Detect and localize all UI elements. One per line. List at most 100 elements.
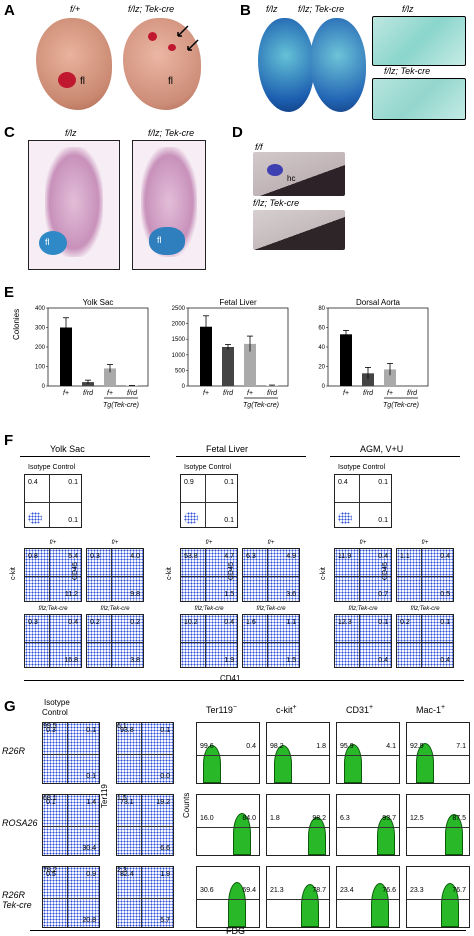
y-tick-label: 0 — [322, 384, 326, 390]
plot-label: f/lz;Tek-cre — [100, 606, 130, 612]
gate-line — [337, 755, 399, 756]
section-right: fl — [132, 140, 206, 270]
flow-plot-fplus: 0.3 4.0 9.8 f/+ — [86, 540, 144, 602]
flow-plot-ftek: 1.6 1.1 1.5 f/lz;Tek-cre — [242, 606, 300, 668]
fdg-histogram: 1.8 98.2 — [266, 794, 330, 856]
gate-line — [110, 549, 112, 601]
isotype-label: Isotype Control — [184, 464, 232, 471]
plot-label: f/+ — [111, 540, 119, 546]
quadrant-value: 1.1 — [400, 553, 410, 560]
gate-line — [181, 502, 237, 504]
panel-b-left-label: f/lz — [266, 4, 278, 14]
gate-line — [48, 615, 50, 667]
panel-label-d: D — [232, 124, 243, 141]
quadrant-value: 53.8 — [184, 553, 198, 560]
plot-label: f/lz;Tek-cre — [256, 606, 286, 612]
flow-plot-ftek: 10.2 0.4 1.9 f/lz;Tek-cre — [180, 606, 238, 668]
gate-line — [243, 576, 299, 578]
plot-label: f/lz;Tek-cre — [194, 606, 224, 612]
histogram-peak — [370, 883, 389, 927]
quadrant-value: 0.2 — [90, 619, 100, 626]
quadrant-value: 11.2 — [64, 591, 78, 598]
panel-label-e: E — [4, 284, 15, 301]
histogram-header-sup: + — [441, 704, 446, 711]
quadrant-value: 0.1 — [224, 517, 234, 524]
fdg-histogram: 92.9 7.1 — [406, 722, 470, 784]
quadrant-value: 1.9 — [160, 871, 170, 878]
quadrant-value: 1.9 — [224, 657, 234, 664]
fdg-histogram: 21.3 78.7 — [266, 866, 330, 928]
fdg-axis-label: FDG — [226, 926, 245, 936]
embryo-right-xgal — [310, 18, 366, 112]
histogram-peak — [227, 881, 246, 927]
quadrant-value: 1.6 — [246, 619, 256, 626]
iso-scatter: 0.3 0.1 99.5 0.1 — [42, 722, 100, 784]
quadrant-value: 10.2 — [184, 619, 198, 626]
quadrant-value: 73.1 — [120, 799, 134, 806]
y-tick-label: 400 — [35, 306, 46, 312]
x-tick-label: f/rd — [267, 390, 278, 397]
panel-label-f: F — [4, 432, 14, 449]
fdg-histogram: 16.0 84.0 — [196, 794, 260, 856]
histogram-header-sup: − — [232, 704, 237, 711]
x-tick-label: f+ — [203, 390, 209, 397]
quadrant-value: 6.6 — [160, 845, 170, 852]
histogram-header: Mac-1+ — [416, 704, 446, 715]
quadrant-value: 68.1 — [43, 795, 57, 802]
x-tick-label: f+ — [63, 390, 69, 397]
fdg-histogram: 12.5 87.5 — [406, 794, 470, 856]
hist-right-value: 0.4 — [246, 743, 256, 750]
y-tick-label: 500 — [175, 368, 186, 374]
quadrant-value: 0.4 — [378, 553, 388, 560]
plot-label: f/+ — [421, 540, 429, 546]
quadrant-value: 0.1 — [68, 517, 78, 524]
gate-line — [266, 549, 268, 601]
embryo-left-xgal — [258, 18, 314, 112]
y-tick-label: 20 — [318, 365, 325, 371]
fdg-histogram: 23.3 76.7 — [406, 866, 470, 928]
isotype-label: Isotype Control — [338, 464, 386, 471]
cell-cluster — [28, 512, 42, 524]
gate-line — [140, 795, 142, 855]
y-axis-label: CD45 — [228, 562, 235, 580]
isotype-plot: 0.4 0.1 0.1 — [24, 474, 82, 528]
histogram-peak — [308, 816, 327, 855]
gate-line — [358, 475, 360, 527]
gate-line — [43, 898, 99, 900]
quadrant-value: 0.1 — [86, 773, 96, 780]
column-title: AGM, V+U — [360, 444, 404, 454]
fdg-histogram: 30.6 69.4 — [196, 866, 260, 928]
y-axis-label: c-kit — [10, 567, 17, 580]
hist-right-value: 76.6 — [382, 887, 396, 894]
quadrant-value: 0.7 — [378, 591, 388, 598]
plot-label: f/+ — [267, 540, 275, 546]
ter119-axis-label: Ter119 — [100, 784, 109, 808]
y-tick-label: 300 — [35, 326, 46, 332]
gate-line — [267, 755, 329, 756]
flow-plot-fplus: 1.1 0.4 0.5 f/+ — [396, 540, 454, 602]
hist-right-value: 7.1 — [456, 743, 466, 750]
quadrant-value: 19.2 — [156, 799, 170, 806]
hist-right-value: 69.4 — [242, 887, 256, 894]
hist-right-value: 78.7 — [312, 887, 326, 894]
x-axis-arrow — [24, 680, 464, 681]
hist-left-value: 92.9 — [410, 743, 424, 750]
isotype-plot: 0.4 0.1 0.1 — [334, 474, 392, 528]
histogram-peak — [203, 744, 222, 783]
quadrant-value: 2.3 — [117, 867, 127, 874]
embryo-right — [123, 18, 201, 110]
panel-label-c: C — [4, 124, 15, 141]
gate-line — [66, 723, 68, 783]
column-title: Fetal Liver — [206, 444, 249, 454]
quadrant-value: 0.3 — [28, 619, 38, 626]
gate-line — [420, 615, 422, 667]
bar — [200, 326, 212, 386]
y-tick-label: 40 — [318, 345, 325, 351]
panel-f: Yolk Sac 0.4 0.1 0.1 Isotype Control Fetal Li… — [0, 430, 474, 683]
bar — [60, 327, 72, 386]
hemorrhage-spot — [168, 44, 176, 51]
quadrant-value: 0.8 — [28, 553, 38, 560]
histogram-peak — [444, 814, 463, 855]
hist-left-value: 1.8 — [270, 815, 280, 822]
